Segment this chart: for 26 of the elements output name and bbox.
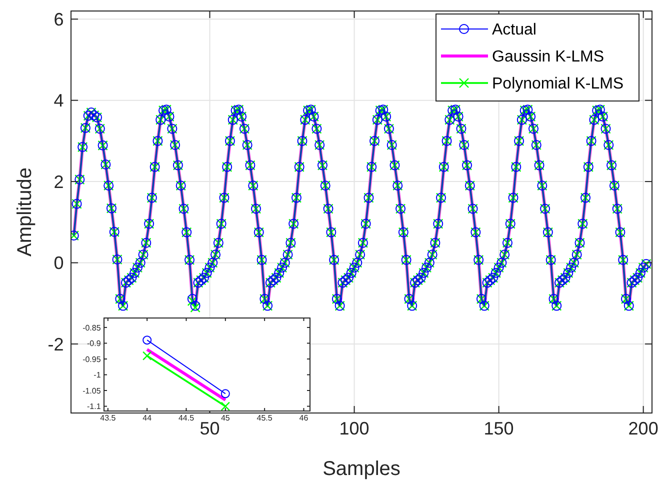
- legend-label: Gaussin K-LMS: [492, 48, 604, 66]
- x-tick-label: 44: [142, 414, 152, 423]
- y-tick-label: -1.05: [82, 386, 102, 396]
- y-tick-label: -0.9: [87, 339, 102, 348]
- y-tick-label: -1.1: [87, 402, 102, 412]
- x-tick-label: 43.5: [100, 414, 116, 423]
- x-tick-label: 150: [484, 418, 514, 439]
- x-tick-label: 200: [628, 418, 658, 439]
- y-axis-title: Amplitude: [14, 168, 36, 256]
- y-tick-label: 0: [54, 253, 64, 274]
- x-axis-title: Samples: [322, 458, 400, 480]
- y-tick-label: -0.95: [82, 354, 102, 364]
- x-tick-label: 45.5: [256, 414, 273, 423]
- y-tick-label: 6: [54, 9, 64, 30]
- legend-label: Polynomial K-LMS: [492, 76, 624, 93]
- y-tick-label: 2: [54, 172, 64, 192]
- x-tick-label: 50: [200, 418, 220, 439]
- x-tick-label: 46: [299, 414, 309, 423]
- x-tick-label: 45: [220, 414, 230, 423]
- x-tick-label: 100: [339, 418, 370, 439]
- y-tick-label: 4: [54, 90, 64, 111]
- y-tick-label: -1: [94, 370, 102, 380]
- y-tick-label: -0.85: [82, 323, 102, 332]
- y-tick-label: -2: [48, 334, 64, 354]
- legend-label: Actual: [492, 22, 536, 39]
- x-tick-label: 44.5: [178, 414, 195, 423]
